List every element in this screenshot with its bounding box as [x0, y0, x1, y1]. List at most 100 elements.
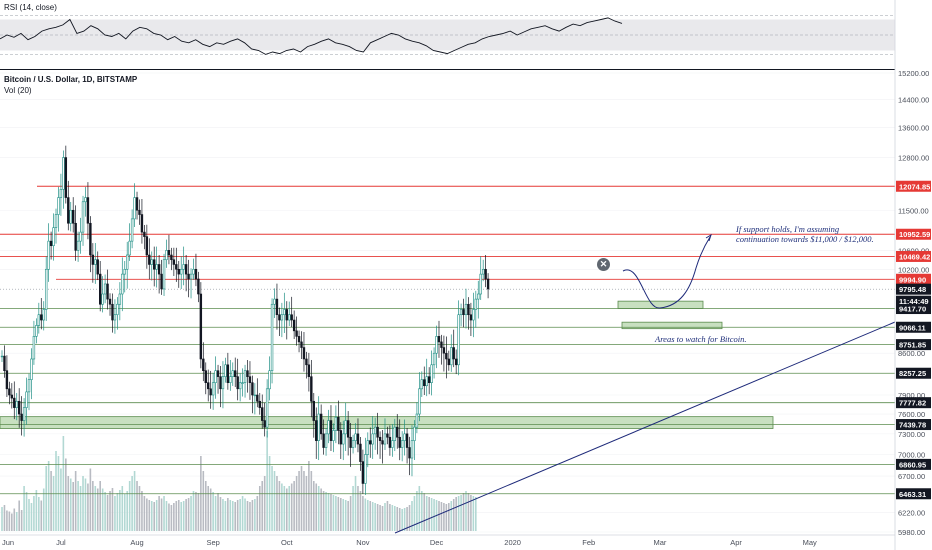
support-zone-lower: [621, 321, 723, 330]
candle-body: [71, 209, 75, 224]
volume-bar: [408, 505, 411, 531]
resistance-label-bg: [896, 250, 931, 262]
candle-body: [324, 433, 328, 448]
candle-body: [54, 214, 58, 228]
volume-bar: [310, 471, 313, 531]
volume-bar: [369, 501, 372, 531]
volume-bar: [357, 486, 359, 531]
candle-body: [157, 264, 161, 275]
candle-body: [383, 433, 387, 445]
volume-bar: [212, 492, 214, 531]
candle-body: [15, 400, 18, 408]
volume-bar: [465, 491, 467, 531]
candle-body: [3, 355, 6, 371]
support-zone-main: [0, 416, 774, 429]
volume-bar: [236, 500, 239, 531]
candle-body: [84, 197, 87, 203]
candle-body: [246, 370, 249, 377]
volume-bar: [445, 504, 448, 531]
candle-body: [62, 157, 65, 190]
volume-bar: [45, 466, 47, 531]
candle-body: [317, 413, 320, 441]
candle-body: [64, 157, 68, 198]
candle-body: [359, 443, 362, 462]
volume-bar: [450, 501, 453, 531]
volume-bar: [430, 498, 433, 531]
volume-bar: [195, 492, 197, 531]
candle-body: [346, 420, 350, 438]
support-label: 6860.95: [899, 460, 926, 469]
volume-bar: [202, 471, 205, 531]
volume-bar: [443, 503, 445, 531]
candle-body: [435, 336, 438, 354]
candle-body: [126, 254, 129, 270]
candle-body: [273, 298, 276, 305]
price-tick-label: 6220.00: [898, 509, 925, 518]
candle-body: [219, 376, 222, 390]
volume-bar: [92, 481, 94, 531]
candle-body: [398, 436, 401, 448]
candle-body: [356, 433, 360, 445]
volume-bar: [273, 471, 276, 531]
candle-body: [349, 436, 352, 448]
volume-bar: [227, 498, 229, 531]
support-label-bg: [896, 303, 931, 315]
candle-body: [153, 259, 156, 270]
candle-body: [442, 347, 446, 354]
volume-bar: [425, 496, 428, 531]
date-tick-label: Sep: [206, 538, 219, 547]
volume-bar: [384, 503, 386, 531]
candle-body: [106, 283, 109, 300]
volume-bar: [6, 510, 8, 531]
volume-bar: [155, 500, 158, 531]
candle-body: [410, 440, 414, 459]
volume-bar: [163, 496, 165, 531]
date-tick-label: 2020: [504, 538, 521, 547]
candle-body: [192, 268, 195, 275]
support-label: 9417.70: [899, 305, 926, 314]
candle-body: [96, 259, 99, 275]
candle-body: [207, 382, 210, 390]
candle-body: [322, 433, 325, 448]
volume-bar: [168, 503, 170, 531]
volume-bar: [67, 476, 70, 531]
candle-body: [285, 309, 288, 321]
volume-bar: [99, 481, 101, 531]
volume-bar: [11, 513, 13, 531]
volume-bar: [170, 505, 173, 531]
candle-body: [160, 273, 163, 290]
date-tick-label: Mar: [653, 538, 666, 547]
candle-body: [216, 370, 220, 377]
candle-body: [37, 314, 41, 326]
volume-bar: [256, 496, 259, 531]
volume-bar: [312, 481, 315, 531]
candle-body: [265, 388, 269, 428]
volume-bar: [18, 500, 20, 531]
candle-body: [430, 364, 433, 383]
candle-body: [47, 240, 50, 270]
candle-body: [302, 347, 306, 360]
volume-bar: [266, 431, 268, 531]
candle-body: [187, 273, 190, 280]
volume-bar: [79, 486, 82, 531]
volume-bar: [3, 505, 6, 531]
volume-bar: [241, 496, 244, 531]
support-label: 8751.85: [899, 341, 926, 350]
date-tick-label: Feb: [582, 538, 595, 547]
date-tick-label: Jul: [56, 538, 66, 547]
candle-body: [224, 364, 227, 377]
volume-bar: [457, 496, 460, 531]
volume-bar: [394, 506, 396, 531]
candle-body: [312, 400, 315, 421]
candle-body: [99, 273, 102, 305]
candle-body: [278, 314, 281, 321]
volume-bar: [418, 486, 421, 531]
volume-bar: [197, 493, 200, 531]
candle-body: [474, 298, 478, 310]
close-icon[interactable]: ✕: [597, 258, 610, 271]
volume-bar: [379, 505, 381, 531]
volume-bar: [231, 501, 234, 531]
candle-body: [35, 325, 38, 337]
candle-body: [22, 407, 26, 421]
volume-bar: [30, 503, 33, 531]
